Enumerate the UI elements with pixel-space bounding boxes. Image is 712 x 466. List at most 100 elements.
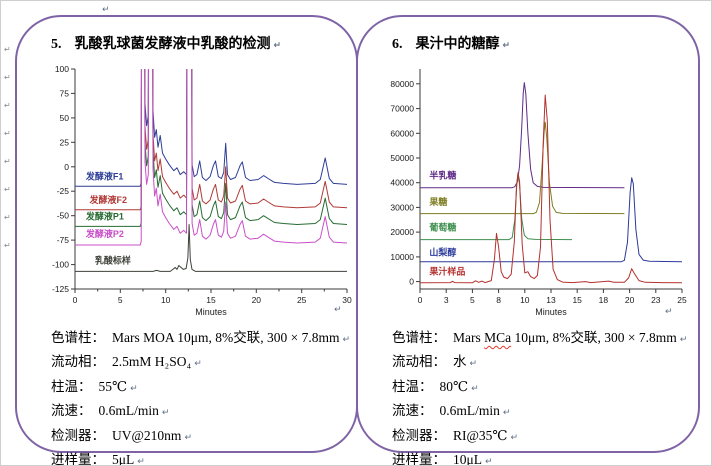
paragraph-mark: ↵ [334, 305, 342, 315]
svg-text:3: 3 [444, 295, 449, 305]
paragraph-mark: ↵ [194, 359, 202, 370]
svg-text:Minutes: Minutes [535, 307, 567, 317]
paragraph-mark: ↵ [665, 307, 673, 317]
svg-text:0: 0 [73, 295, 78, 305]
svg-text:20: 20 [252, 295, 262, 305]
svg-text:乳酸标样: 乳酸标样 [95, 255, 131, 266]
svg-text:23: 23 [651, 295, 661, 305]
svg-text:山梨醇: 山梨醇 [429, 246, 456, 257]
svg-text:10: 10 [161, 295, 171, 305]
svg-text:发酵液P1: 发酵液P1 [85, 211, 124, 222]
svg-text:-50: -50 [57, 211, 70, 221]
svg-text:葡萄糖: 葡萄糖 [428, 222, 456, 233]
spec-value: Mars MCa 10μm, 8%交联, 300 × 7.8mm [453, 330, 677, 345]
svg-text:75: 75 [60, 88, 70, 98]
spec-row: 色谱柱： Mars MCa 10μm, 8%交联, 300 × 7.8mm ↵ [392, 327, 687, 351]
paragraph-mark: ↵ [679, 335, 688, 345]
title-text: 果汁中的糖醇 [415, 37, 500, 52]
paragraph-mark: ↵ [4, 45, 11, 54]
spec-value: Mars MOA 10μm, 8%交联, 300 × 7.8mm [112, 330, 340, 345]
svg-text:100: 100 [55, 64, 69, 74]
spec-value: RI@35℃ [453, 427, 508, 443]
spec-label: 柱温： [51, 378, 92, 394]
spec-value: 水 [453, 354, 467, 370]
paragraph-mark: ↵ [502, 408, 511, 419]
svg-text:发酵液P2: 发酵液P2 [85, 228, 124, 239]
svg-text:8: 8 [496, 295, 501, 305]
svg-text:20: 20 [625, 295, 635, 305]
spec-row: 进样量： 10μL ↵ [392, 449, 684, 466]
spec-row: 色谱柱： Mars MOA 10μm, 8%交联, 300 × 7.8mm ↵ [51, 327, 350, 351]
paragraph-mark: ↵ [184, 432, 192, 443]
svg-text:30: 30 [342, 295, 352, 305]
spec-value: UV@210nm [112, 427, 182, 443]
spec-label: 流速： [392, 403, 433, 419]
svg-text:-125: -125 [52, 284, 69, 294]
spec-row: 流动相： 水 ↵ [392, 351, 684, 375]
svg-text:5: 5 [470, 295, 475, 305]
paragraph-mark: ↵ [502, 41, 511, 51]
spec-label: 流速： [51, 403, 92, 419]
panel-sugar-alcohols-in-juice: 6. 果汁中的糖醇 ↵ 80000 70000 60000 50000 40000 30000… [356, 15, 700, 465]
paragraph-mark: ↵ [161, 408, 170, 419]
misspelled-text: MCa [484, 330, 512, 345]
svg-text:25: 25 [677, 295, 687, 305]
svg-text:40000: 40000 [390, 178, 414, 188]
svg-text:25: 25 [60, 137, 70, 147]
spec-label: 检测器： [51, 427, 105, 443]
spec-row: 进样量： 5μL ↵ [51, 449, 342, 466]
paragraph-mark: ↵ [4, 101, 11, 110]
svg-text:10: 10 [520, 295, 530, 305]
svg-text:80000: 80000 [390, 79, 414, 89]
paragraph-mark: ↵ [102, 5, 110, 15]
paragraph-mark: ↵ [4, 157, 11, 166]
svg-text:半乳糖: 半乳糖 [429, 169, 456, 180]
svg-text:果汁样品: 果汁样品 [428, 265, 465, 276]
paragraph-mark: ↵ [4, 185, 11, 194]
spec-row: 柱温： 80℃ ↵ [392, 376, 684, 400]
spec-label: 色谱柱： [51, 330, 105, 345]
paragraph-mark: ↵ [4, 129, 11, 138]
left-margin-marks: ↵ ↵ ↵ ↵ ↵ ↵ ↵ ↵ [4, 45, 11, 250]
chromatogram-sugar-alcohols: 80000 70000 60000 50000 40000 30000 20000 10000… [374, 59, 696, 321]
spec-value: 0.6mL/min [439, 403, 500, 419]
svg-text:13: 13 [546, 295, 556, 305]
svg-text:60000: 60000 [390, 128, 414, 138]
svg-text:-100: -100 [52, 260, 69, 270]
spec-value: 5μL [112, 452, 135, 466]
svg-text:15: 15 [572, 295, 582, 305]
column-conditions-list: 色谱柱： Mars MCa 10μm, 8%交联, 300 × 7.8mm ↵ 流动相… [392, 327, 687, 466]
paragraph-mark: ↵ [4, 73, 11, 82]
panel-title: 5. 乳酸乳球菌发酵液中乳酸的检测 ↵ [51, 33, 281, 53]
svg-text:70000: 70000 [390, 104, 414, 114]
spec-row: 检测器： UV@210nm ↵ [51, 425, 342, 449]
spec-value: 10μL [453, 452, 482, 466]
title-number: 5. [51, 37, 62, 52]
spec-row: 流速： 0.6mL/min ↵ [51, 400, 342, 424]
spec-label: 进样量： [392, 452, 446, 466]
svg-text:0: 0 [64, 162, 69, 172]
spec-label: 流动相： [51, 354, 105, 370]
svg-text:20000: 20000 [390, 227, 414, 237]
svg-text:0: 0 [418, 295, 423, 305]
svg-text:发酵液F1: 发酵液F1 [85, 171, 124, 182]
spec-value: 55℃ [98, 378, 128, 394]
svg-text:15: 15 [206, 295, 216, 305]
spec-label: 色谱柱： [392, 330, 446, 345]
column-conditions-list: 色谱柱： Mars MOA 10μm, 8%交联, 300 × 7.8mm ↵ 流动相… [51, 327, 350, 466]
paragraph-mark: ↵ [484, 457, 493, 466]
svg-text:50: 50 [60, 113, 70, 123]
paragraph-mark: ↵ [342, 335, 351, 345]
spec-label: 进样量： [51, 452, 105, 466]
spec-label: 柱温： [392, 378, 433, 394]
svg-text:5: 5 [118, 295, 123, 305]
paragraph-mark: ↵ [137, 457, 145, 466]
panel-title: 6. 果汁中的糖醇 ↵ [392, 33, 510, 53]
svg-text:0: 0 [409, 277, 414, 287]
spec-row: 检测器： RI@35℃ ↵ [392, 425, 684, 449]
paragraph-mark: ↵ [469, 359, 478, 370]
paragraph-mark: ↵ [510, 432, 519, 443]
paragraph-mark: ↵ [4, 241, 11, 250]
spec-value: 2.5mM H₂SO₄ [112, 354, 192, 370]
